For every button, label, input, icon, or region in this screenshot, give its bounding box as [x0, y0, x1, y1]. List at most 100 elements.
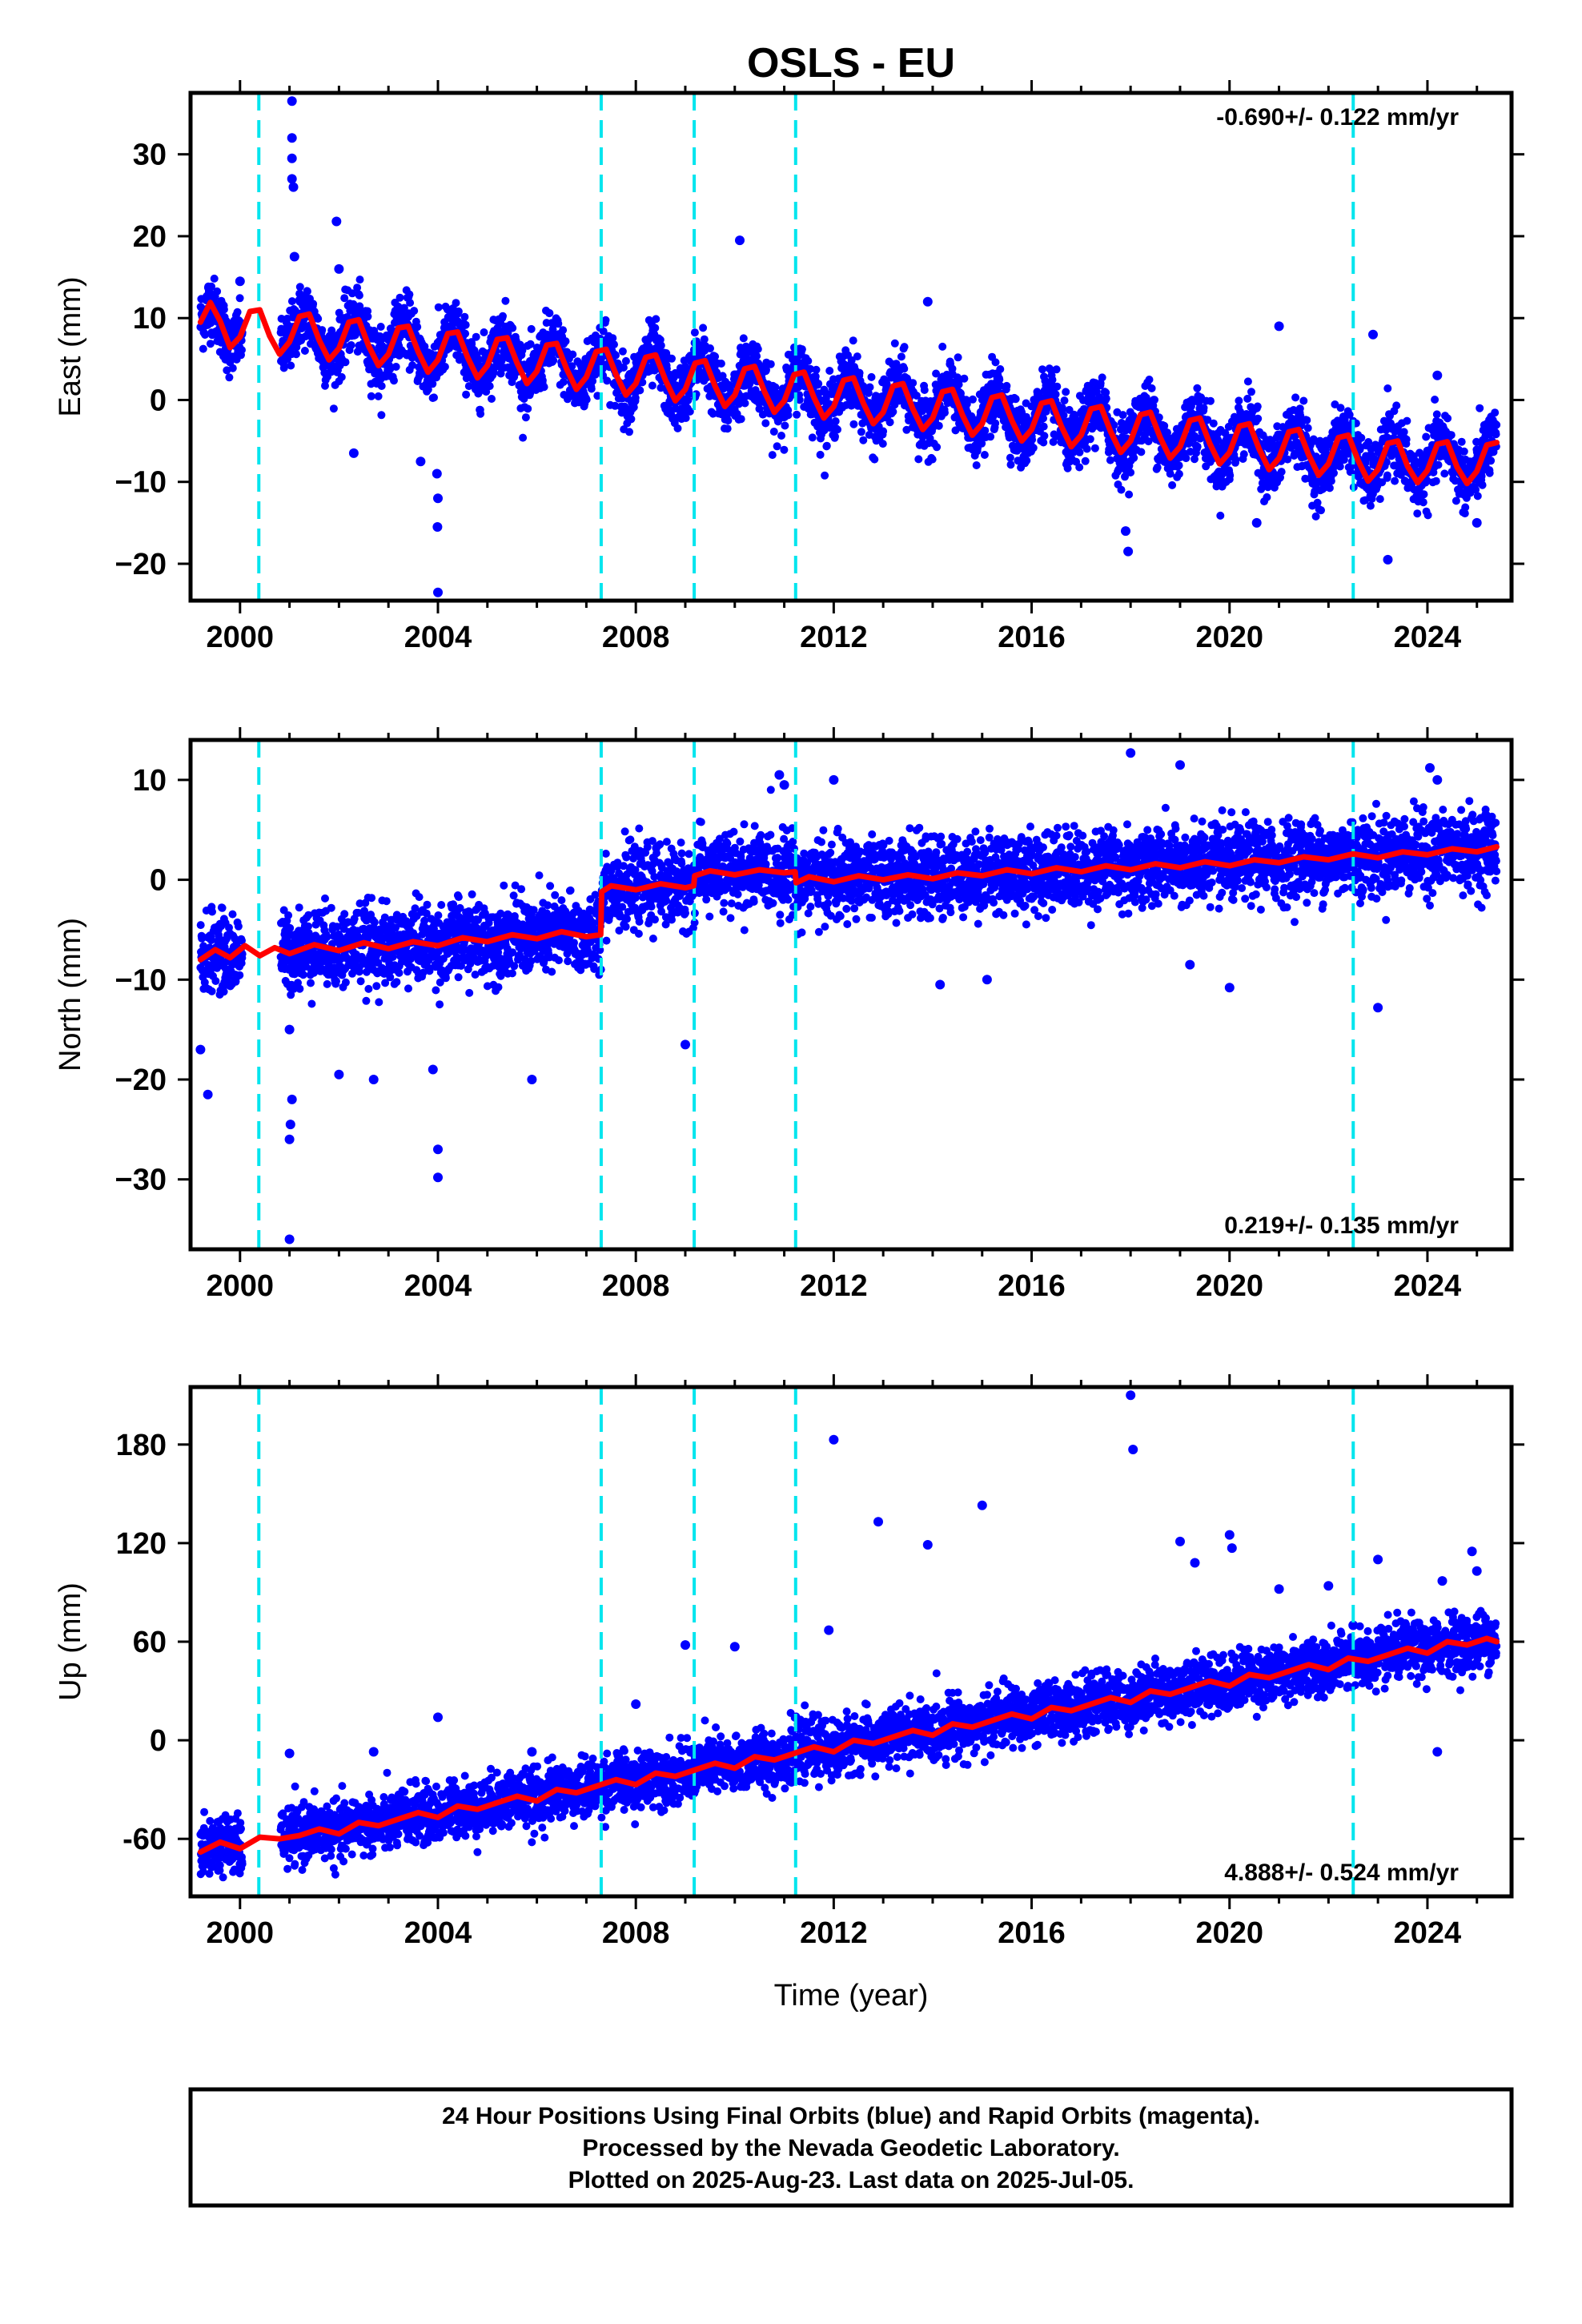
data-point — [656, 341, 665, 350]
data-point — [638, 378, 647, 387]
data-point — [1150, 396, 1158, 404]
data-point — [1006, 453, 1014, 462]
data-point — [499, 312, 507, 320]
data-point — [1063, 464, 1072, 472]
data-point — [1303, 416, 1311, 424]
data-point — [199, 344, 207, 353]
data-point — [900, 364, 909, 373]
data-point — [1106, 456, 1114, 464]
data-point — [314, 315, 323, 323]
data-point — [234, 922, 243, 931]
data-point — [434, 303, 443, 312]
x-tick-label: 2016 — [998, 621, 1066, 654]
data-point — [1051, 390, 1060, 399]
data-point — [1207, 396, 1215, 405]
data-point — [1080, 404, 1088, 413]
data-point — [1040, 432, 1049, 440]
data-point — [1461, 503, 1470, 512]
chart-title: OSLS - EU — [747, 40, 955, 86]
data-point — [295, 283, 304, 292]
outlier-point — [289, 251, 299, 262]
data-point — [1303, 424, 1312, 432]
data-point — [1473, 492, 1482, 501]
data-point — [1434, 460, 1443, 469]
data-point — [295, 903, 303, 912]
data-point — [867, 372, 876, 381]
data-point — [1375, 495, 1384, 504]
data-point — [367, 392, 375, 400]
data-point — [1153, 463, 1162, 472]
outlier-point — [735, 235, 745, 246]
data-point — [954, 353, 962, 362]
data-point — [207, 282, 215, 291]
data-point — [986, 432, 995, 441]
data-point — [1431, 396, 1439, 404]
data-point — [1383, 471, 1391, 480]
data-point — [833, 425, 841, 434]
data-point — [1452, 497, 1460, 505]
data-point — [1231, 455, 1240, 464]
data-point — [353, 283, 362, 292]
data-point — [341, 358, 350, 367]
data-point — [685, 390, 693, 398]
data-point — [769, 428, 778, 436]
data-point — [228, 910, 237, 919]
data-point — [706, 344, 714, 352]
data-point — [377, 382, 386, 390]
data-point — [1160, 421, 1169, 430]
outlier-point — [416, 456, 426, 467]
data-point — [1383, 384, 1392, 392]
y-tick-label: 10 — [133, 302, 167, 336]
data-point — [1277, 468, 1286, 476]
data-point — [309, 300, 318, 308]
data-point — [1313, 498, 1322, 507]
data-point — [780, 445, 789, 454]
data-point — [1396, 470, 1405, 479]
y-tick-label: 0 — [150, 384, 167, 417]
data-point — [213, 963, 222, 972]
data-point — [1366, 501, 1375, 510]
data-point — [1492, 420, 1501, 429]
data-point — [1062, 388, 1070, 396]
data-point — [559, 326, 568, 335]
data-point — [960, 374, 969, 383]
y-tick-label: −20 — [115, 548, 167, 581]
data-point — [295, 984, 304, 993]
data-point — [464, 382, 473, 391]
data-point — [376, 323, 385, 331]
data-point — [1491, 408, 1500, 417]
data-point — [812, 365, 821, 374]
data-point — [1327, 476, 1335, 485]
data-point — [1492, 430, 1500, 439]
data-point — [390, 376, 398, 385]
data-point — [1476, 404, 1484, 412]
data-point — [1257, 485, 1266, 493]
data-point — [207, 987, 216, 995]
data-point — [303, 287, 311, 296]
data-point — [1193, 384, 1202, 392]
data-point — [1392, 401, 1401, 410]
model-line — [197, 300, 1500, 487]
data-point — [284, 911, 293, 919]
data-point — [1209, 419, 1218, 428]
data-point — [1168, 480, 1177, 489]
data-point — [233, 308, 242, 316]
data-point — [619, 364, 628, 372]
data-point — [1191, 455, 1199, 464]
data-point — [1253, 402, 1262, 411]
data-point — [196, 921, 205, 930]
data-point — [1226, 471, 1235, 480]
data-point — [1317, 506, 1325, 515]
data-point — [518, 346, 527, 355]
data-point — [1075, 448, 1084, 456]
data-point — [355, 291, 363, 300]
x-tick-label: 2008 — [602, 621, 670, 654]
data-point — [1487, 456, 1496, 465]
data-point — [1052, 365, 1061, 374]
data-point — [1147, 384, 1156, 392]
data-point — [587, 384, 596, 393]
data-point — [1247, 388, 1255, 396]
data-point — [524, 404, 532, 413]
data-point — [335, 308, 343, 317]
data-point — [699, 324, 708, 332]
